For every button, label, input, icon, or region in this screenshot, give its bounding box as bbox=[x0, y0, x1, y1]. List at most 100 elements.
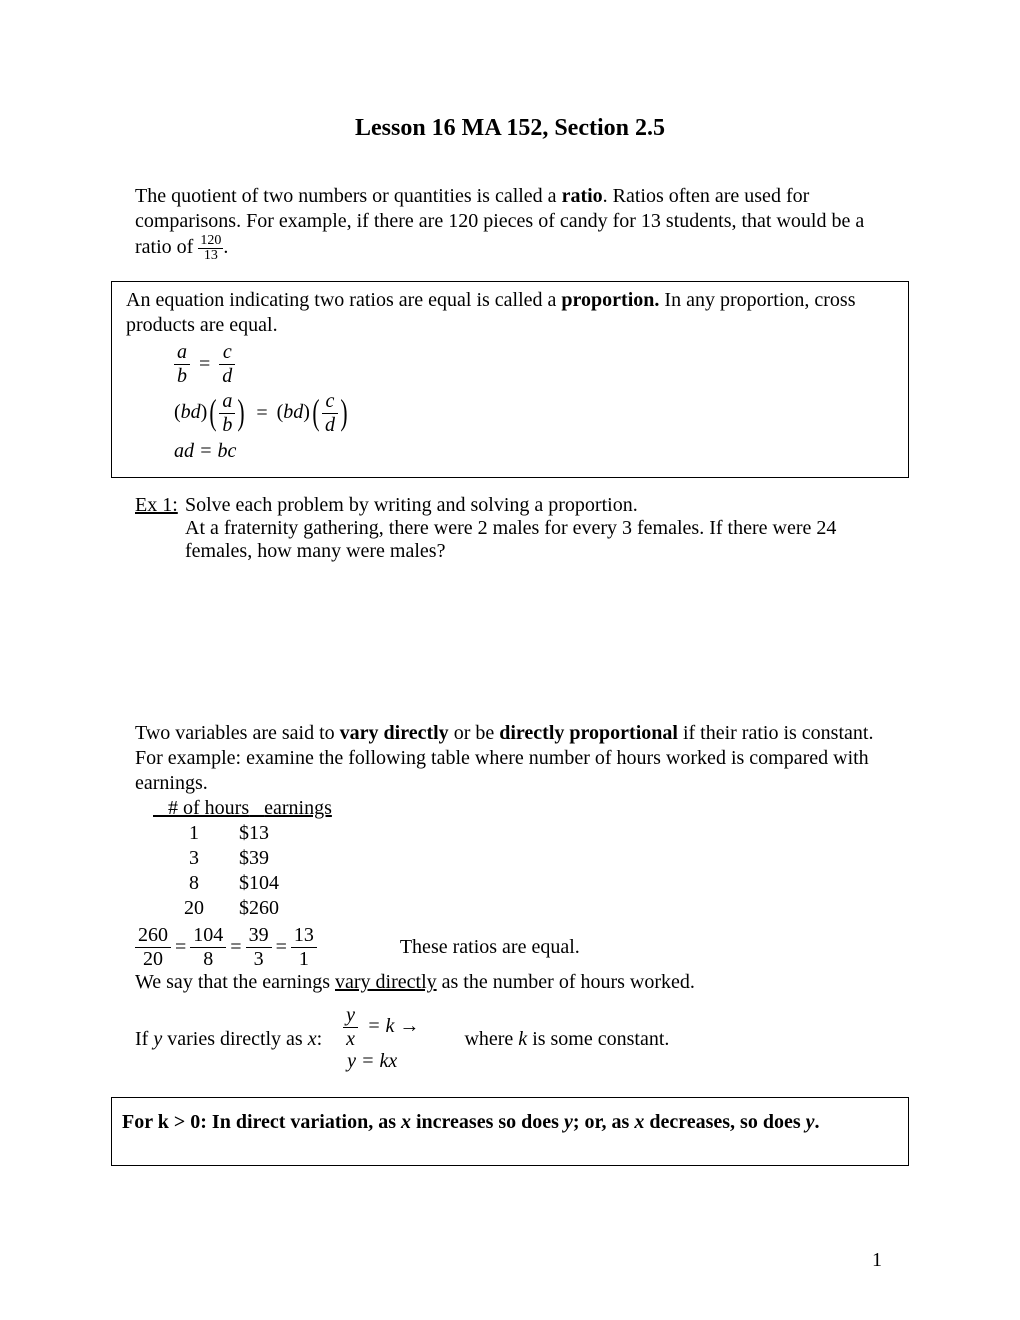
r1d: 20 bbox=[135, 948, 171, 970]
cell-hours: 1 bbox=[149, 821, 239, 846]
big-paren-l-2: ( bbox=[312, 394, 319, 430]
b2-y2: y bbox=[806, 1111, 815, 1133]
frac-ab-2: ab bbox=[219, 391, 235, 436]
ratio-word: ratio bbox=[562, 185, 603, 207]
direct-variation-box: For k > 0: In direct variation, as x inc… bbox=[111, 1097, 909, 1166]
if-t1: If bbox=[135, 1028, 153, 1050]
intro-paragraph: The quotient of two numbers or quantitie… bbox=[135, 184, 885, 263]
r3d: 3 bbox=[246, 948, 272, 970]
b2-t3: ; or, as bbox=[573, 1111, 634, 1133]
var-b: b bbox=[174, 365, 190, 387]
cell-earnings: $260 bbox=[239, 896, 309, 921]
example-label-col: Ex 1: bbox=[135, 494, 185, 563]
intro-text-1: The quotient of two numbers or quantitie… bbox=[135, 185, 562, 207]
fraction-denominator: 13 bbox=[198, 249, 223, 263]
table-row: 8$104 bbox=[149, 871, 885, 896]
var-d: d bbox=[219, 365, 235, 387]
cell-hours: 3 bbox=[149, 846, 239, 871]
eq-k-arrow: = k → bbox=[367, 1015, 419, 1037]
example-label: Ex 1: bbox=[135, 494, 178, 516]
paren-open: ( bbox=[174, 401, 181, 423]
hours-earnings-table: # of hours earnings 1$13 3$39 8$104 20$2… bbox=[149, 796, 885, 921]
cell-hours: 20 bbox=[149, 896, 239, 921]
cell-earnings: $39 bbox=[239, 846, 309, 871]
r4n: 13 bbox=[291, 925, 317, 948]
ratio-chain: 26020=1048=393=131 These ratios are equa… bbox=[135, 925, 885, 970]
equals-sign-2: = bbox=[252, 402, 271, 425]
var-a-2: a bbox=[219, 391, 235, 414]
math-block: ab = cd (bd)(ab) = (bd)(cd) ad = bc bbox=[174, 342, 894, 463]
proportion-word: proportion. bbox=[561, 289, 659, 311]
where-k: k bbox=[518, 1028, 527, 1050]
ex1-line-1: Solve each problem by writing and solvin… bbox=[185, 494, 885, 517]
eq-y-kx: y = kx bbox=[347, 1050, 419, 1073]
vary-directly-paragraph: Two variables are said to vary directly … bbox=[135, 721, 885, 796]
col-header-earnings-text: earnings bbox=[264, 797, 332, 819]
p2-t1: Two variables are said to bbox=[135, 722, 340, 744]
table-header-row: # of hours earnings bbox=[149, 796, 885, 821]
var-b-2: b bbox=[219, 414, 235, 436]
intro-text-3: . bbox=[223, 236, 228, 258]
yx-den: x bbox=[343, 1028, 358, 1050]
if-x: x bbox=[308, 1028, 317, 1050]
equation-1: ab = cd bbox=[174, 342, 894, 387]
col-header-hours: # of hours earnings bbox=[149, 796, 336, 821]
paren-close-2: ) bbox=[303, 401, 310, 423]
r4d: 1 bbox=[291, 948, 317, 970]
if-y: y bbox=[153, 1028, 162, 1050]
ratio-note: These ratios are equal. bbox=[400, 936, 580, 959]
ratio-3: 393 bbox=[246, 925, 272, 970]
equals-sign: = bbox=[195, 353, 214, 376]
page-number: 1 bbox=[872, 1249, 882, 1272]
if-text: If y varies directly as x: bbox=[135, 1028, 322, 1051]
var-bd-2: bd bbox=[283, 401, 303, 423]
workspace-gap bbox=[135, 573, 885, 721]
col-header-hours-text: # of hours bbox=[168, 797, 249, 819]
if-varies-block: If y varies directly as x: yx = k → y = … bbox=[135, 1005, 885, 1073]
table-row: 1$13 bbox=[149, 821, 885, 846]
l3b: as the number of hours worked. bbox=[437, 971, 695, 993]
r1n: 260 bbox=[135, 925, 171, 948]
b2-t5: . bbox=[815, 1111, 820, 1133]
p2-b2: directly proportional bbox=[499, 722, 678, 744]
eq-2: = bbox=[226, 936, 245, 959]
frac-yx: yx bbox=[343, 1005, 358, 1050]
b2-t1: For k > 0: In direct variation, as bbox=[122, 1111, 401, 1133]
page-title: Lesson 16 MA 152, Section 2.5 bbox=[135, 115, 885, 142]
b2-t4: decreases, so does bbox=[644, 1111, 805, 1133]
ratio-2: 1048 bbox=[190, 925, 226, 970]
table-row: 20$260 bbox=[149, 896, 885, 921]
big-paren-r: ) bbox=[238, 394, 245, 430]
p2-t2: or be bbox=[449, 722, 500, 744]
r2d: 8 bbox=[190, 948, 226, 970]
cell-hours: 8 bbox=[149, 871, 239, 896]
b2-x2: x bbox=[634, 1111, 644, 1133]
var-c-2: c bbox=[322, 391, 338, 414]
var-a: a bbox=[174, 342, 190, 365]
frac-cd-2: cd bbox=[322, 391, 338, 436]
if-math: yx = k → y = kx bbox=[343, 1005, 419, 1073]
frac-ab: ab bbox=[174, 342, 190, 387]
r2n: 104 bbox=[190, 925, 226, 948]
box2-text: For k > 0: In direct variation, as x inc… bbox=[122, 1110, 898, 1135]
big-paren-r-2: ) bbox=[340, 394, 347, 430]
box1-text-1: An equation indicating two ratios are eq… bbox=[126, 289, 561, 311]
b2-x1: x bbox=[401, 1111, 411, 1133]
cell-earnings: $13 bbox=[239, 821, 309, 846]
l3u: vary directly bbox=[335, 971, 437, 993]
b2-y1: y bbox=[564, 1111, 573, 1133]
where-1: where bbox=[464, 1028, 518, 1050]
eq-3: = bbox=[272, 936, 291, 959]
r3n: 39 bbox=[246, 925, 272, 948]
ratio-4: 131 bbox=[291, 925, 317, 970]
p2-b1: vary directly bbox=[340, 722, 449, 744]
ratio-1: 26020 bbox=[135, 925, 171, 970]
example-1: Ex 1: Solve each problem by writing and … bbox=[135, 494, 885, 563]
equation-3: ad = bc bbox=[174, 440, 894, 463]
ex1-line-2-text: At a fraternity gathering, there were 2 … bbox=[185, 517, 885, 563]
ex1-line-2: At a fraternity gathering, there were 2 … bbox=[185, 517, 885, 563]
if-t2: varies directly as bbox=[162, 1028, 308, 1050]
if-colon: : bbox=[317, 1028, 323, 1050]
table-row: 3$39 bbox=[149, 846, 885, 871]
where-2: is some constant. bbox=[527, 1028, 669, 1050]
